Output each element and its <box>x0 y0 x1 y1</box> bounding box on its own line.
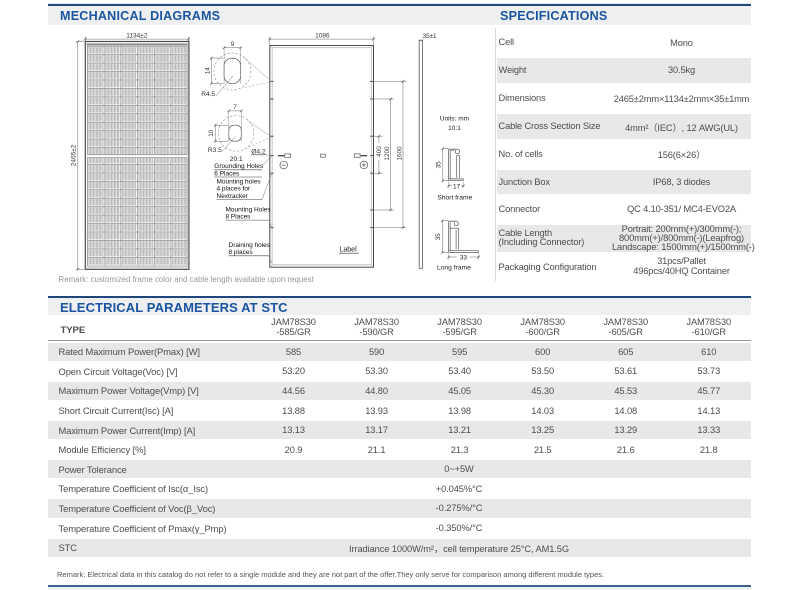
svg-text:Nextracker: Nextracker <box>217 193 249 200</box>
svg-text:35: 35 <box>435 233 442 241</box>
svg-text:35±1: 35±1 <box>423 33 437 40</box>
svg-text:4 places for: 4 places for <box>217 186 251 193</box>
svg-text:R4.5: R4.5 <box>201 91 215 98</box>
svg-text:6 Places: 6 Places <box>214 170 240 177</box>
svg-text:Ø4.2: Ø4.2 <box>251 148 266 155</box>
svg-text:1086: 1086 <box>315 33 330 40</box>
svg-text:Long frame: Long frame <box>437 265 471 272</box>
svg-text:33: 33 <box>460 254 468 261</box>
svg-text:20:1: 20:1 <box>230 156 243 163</box>
svg-text:Mounting Holes: Mounting Holes <box>226 206 272 213</box>
svg-text:Short frame: Short frame <box>437 195 472 202</box>
svg-text:8 Places: 8 Places <box>226 214 252 221</box>
svg-text:9: 9 <box>231 41 235 48</box>
svg-text:400: 400 <box>376 146 383 157</box>
svg-text:1200: 1200 <box>384 146 391 161</box>
svg-text:Units: mm: Units: mm <box>440 115 469 122</box>
svg-text:17: 17 <box>453 183 461 190</box>
svg-text:2465±2: 2465±2 <box>70 144 77 166</box>
svg-text:35: 35 <box>436 161 443 169</box>
svg-text:Label: Label <box>340 246 358 253</box>
svg-text:10:1: 10:1 <box>448 125 461 132</box>
svg-text:Grounding Holes: Grounding Holes <box>214 163 264 170</box>
svg-text:7: 7 <box>233 104 237 111</box>
svg-text:14: 14 <box>204 67 211 75</box>
svg-text:8 places: 8 places <box>229 249 254 256</box>
svg-text:10: 10 <box>208 129 215 137</box>
svg-text:R3.5: R3.5 <box>208 147 222 154</box>
svg-text:1600: 1600 <box>396 146 403 161</box>
svg-text:Draining holes: Draining holes <box>229 242 271 249</box>
svg-text:Mounting holes: Mounting holes <box>217 178 262 185</box>
svg-text:1134±2: 1134±2 <box>126 33 148 40</box>
